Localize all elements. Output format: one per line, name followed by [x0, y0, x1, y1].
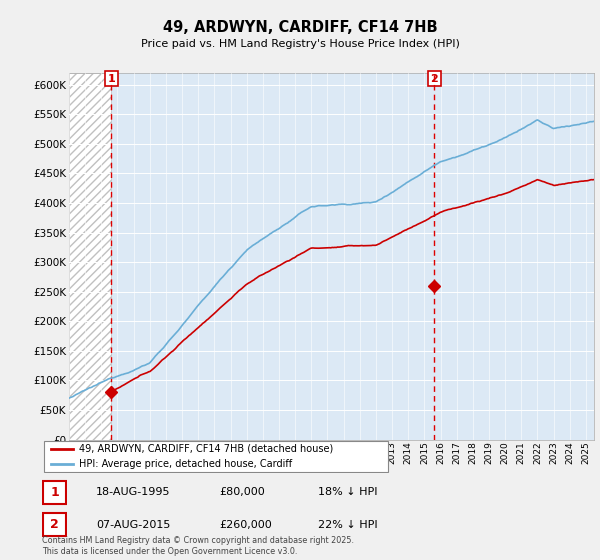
- Text: Contains HM Land Registry data © Crown copyright and database right 2025.
This d: Contains HM Land Registry data © Crown c…: [42, 536, 354, 556]
- Text: 07-AUG-2015: 07-AUG-2015: [96, 520, 170, 530]
- FancyBboxPatch shape: [43, 481, 66, 503]
- Text: 22% ↓ HPI: 22% ↓ HPI: [318, 520, 377, 530]
- Text: 2: 2: [50, 518, 59, 531]
- Text: 18-AUG-1995: 18-AUG-1995: [96, 487, 170, 497]
- Text: 2: 2: [431, 74, 438, 83]
- Text: 18% ↓ HPI: 18% ↓ HPI: [318, 487, 377, 497]
- Text: 49, ARDWYN, CARDIFF, CF14 7HB (detached house): 49, ARDWYN, CARDIFF, CF14 7HB (detached …: [79, 444, 333, 454]
- FancyBboxPatch shape: [44, 441, 388, 472]
- Text: £80,000: £80,000: [219, 487, 265, 497]
- Text: 1: 1: [107, 74, 115, 83]
- Text: £260,000: £260,000: [219, 520, 272, 530]
- FancyBboxPatch shape: [43, 514, 66, 536]
- Bar: [69, 73, 112, 440]
- Text: Price paid vs. HM Land Registry's House Price Index (HPI): Price paid vs. HM Land Registry's House …: [140, 39, 460, 49]
- Text: 49, ARDWYN, CARDIFF, CF14 7HB: 49, ARDWYN, CARDIFF, CF14 7HB: [163, 20, 437, 35]
- Bar: [69, 73, 112, 440]
- Text: 1: 1: [50, 486, 59, 499]
- Text: HPI: Average price, detached house, Cardiff: HPI: Average price, detached house, Card…: [79, 459, 292, 469]
